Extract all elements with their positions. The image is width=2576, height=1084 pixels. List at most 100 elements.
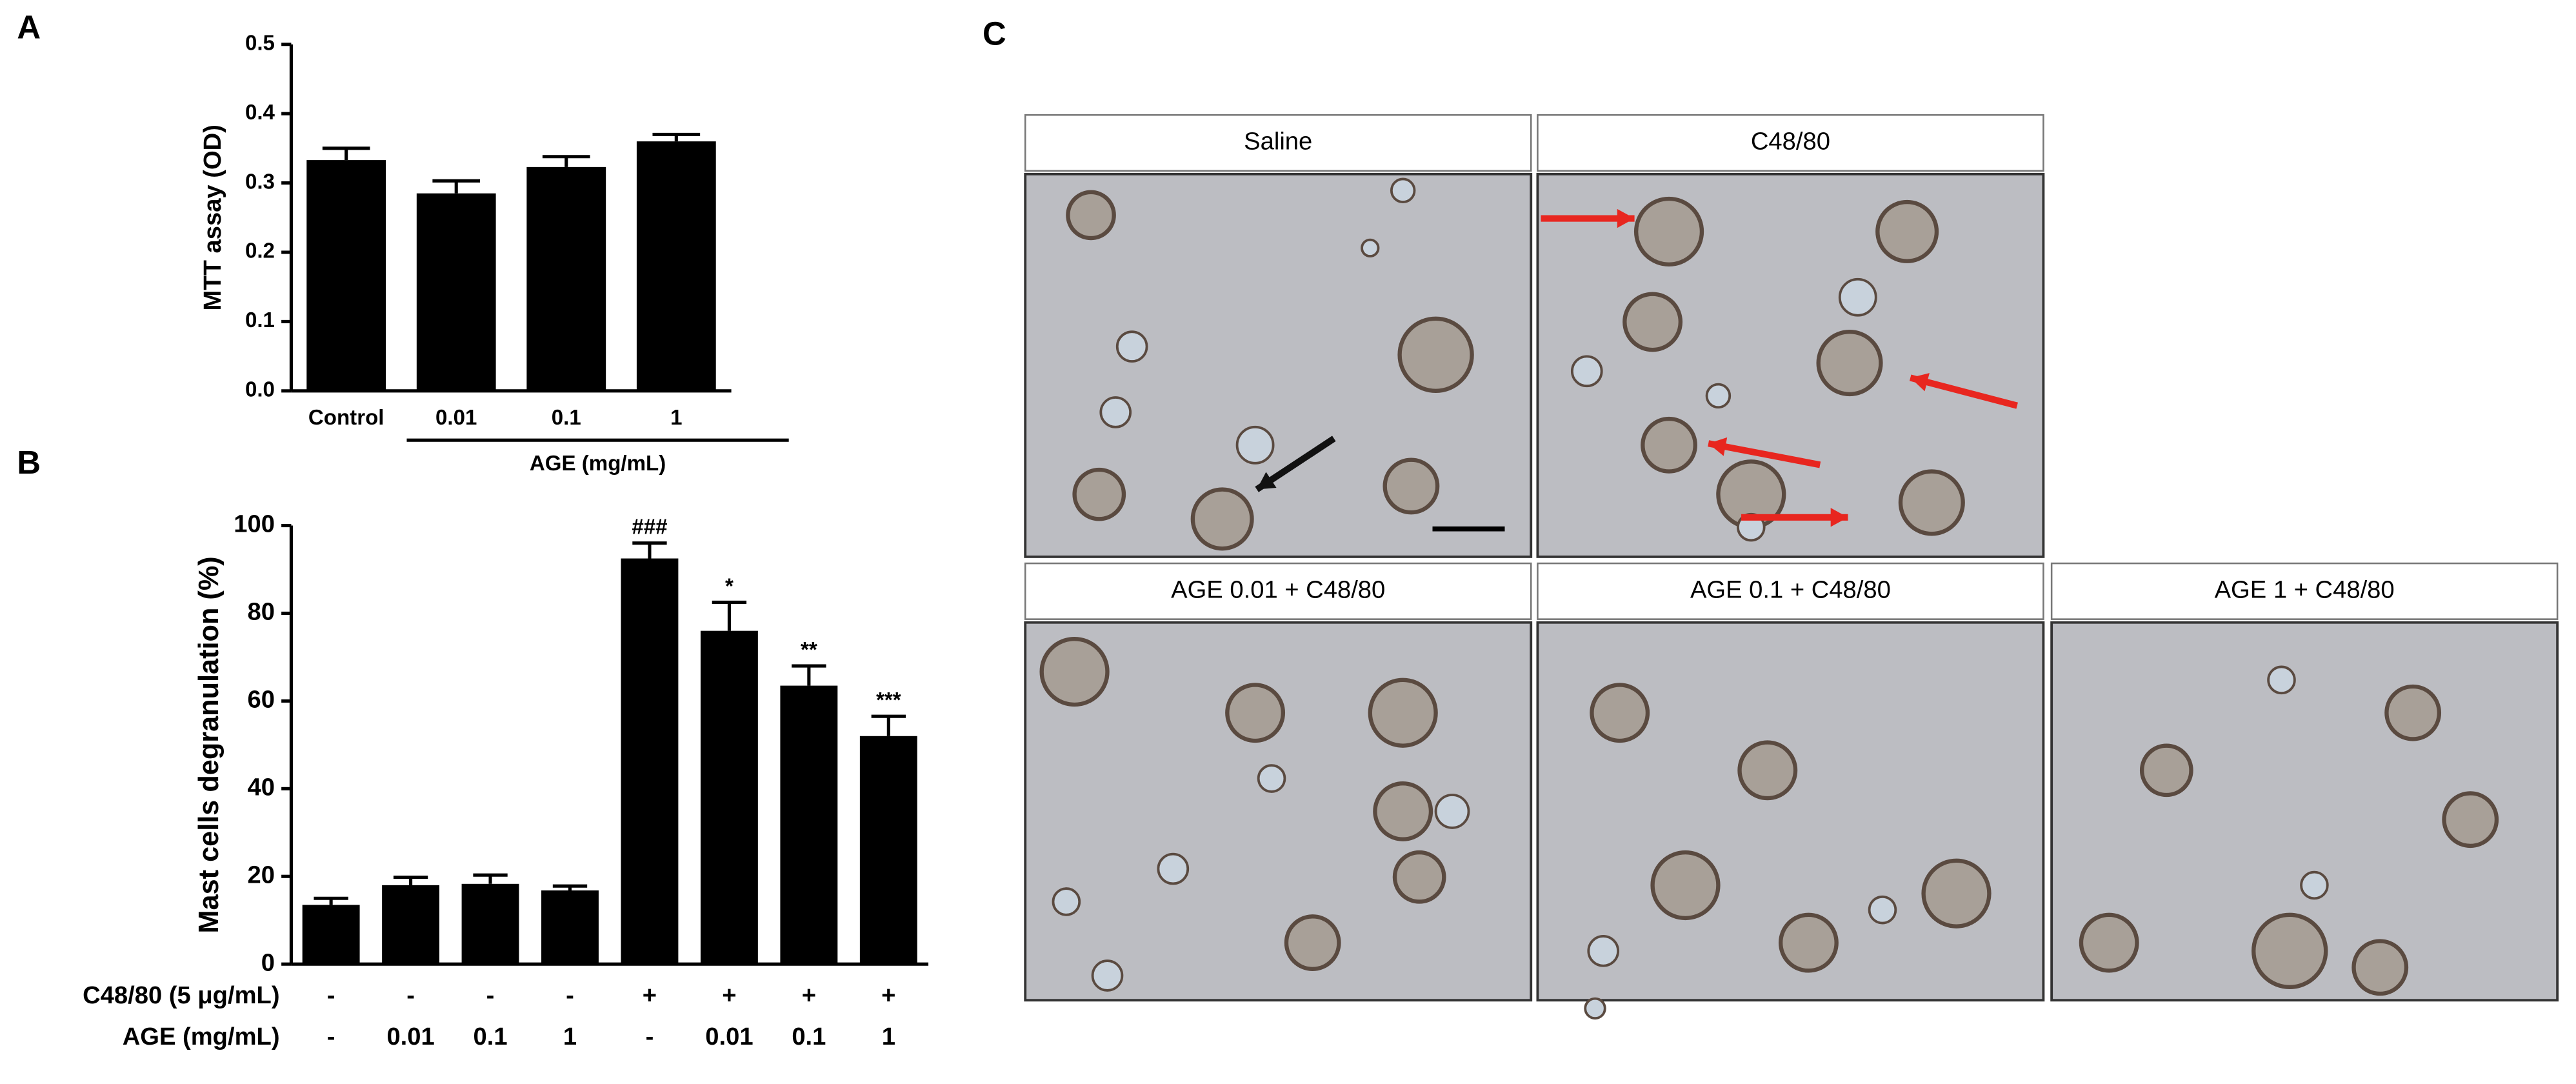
bar (526, 166, 606, 391)
bar (416, 193, 496, 391)
cell (1284, 914, 1341, 971)
cell (1570, 355, 1603, 388)
cell (1257, 764, 1286, 793)
cell (1633, 196, 1704, 266)
row-value: + (802, 981, 816, 1009)
cell (1737, 740, 1798, 801)
cell (1650, 850, 1721, 921)
cell (1373, 781, 1433, 841)
cell (1091, 959, 1124, 992)
row-value: 1 (882, 1023, 895, 1050)
arrow-head (1910, 373, 1930, 392)
significance-label: ** (801, 638, 817, 662)
arrow-head (1830, 508, 1848, 527)
panel-label: B (17, 444, 41, 481)
row-value: - (486, 981, 495, 1009)
row-value: + (881, 981, 895, 1009)
row-value: + (722, 981, 736, 1009)
row-label: AGE (mg/mL) (123, 1023, 280, 1050)
y-axis-label: Mast cells degranulation (%) (194, 556, 225, 933)
error-bar (652, 132, 701, 142)
cell (2252, 912, 2328, 989)
arrow-head (1617, 208, 1635, 228)
bar (700, 630, 758, 965)
error-bar (792, 664, 826, 686)
row-label: C48/80 (5 μg/mL) (83, 981, 280, 1009)
x-tick-label: 0.01 (435, 406, 477, 430)
y-tick-label: 0.2 (245, 239, 275, 263)
y-tick-label: 0.4 (245, 101, 275, 125)
cell (1225, 683, 1286, 743)
y-tick-label: 0 (261, 949, 275, 976)
cell (1190, 487, 1254, 551)
panel-header (1024, 114, 1532, 172)
x-tick-label: 0.1 (552, 406, 581, 430)
cell (2079, 912, 2139, 973)
cell (1778, 912, 1839, 973)
bar (461, 883, 519, 965)
panel-header (1024, 562, 1532, 620)
row-value: 0.1 (792, 1023, 826, 1050)
cell (1390, 177, 1416, 203)
y-tick-label: 60 (247, 685, 274, 713)
error-bar (432, 179, 481, 194)
arrow-head (1257, 472, 1277, 490)
cell (1066, 190, 1116, 241)
row-value: - (327, 1023, 335, 1050)
cell (1587, 935, 1620, 967)
cell (1838, 277, 1877, 317)
cell (1622, 292, 1683, 352)
cell (1584, 997, 1606, 1020)
error-bar (712, 600, 747, 631)
y-axis-label: MTT assay (OD) (199, 125, 226, 310)
cell (2300, 870, 2329, 900)
row-value: - (646, 1023, 654, 1050)
bar (636, 141, 716, 391)
significance-label: ### (632, 516, 667, 539)
cell (2267, 665, 2296, 695)
y-tick-label: 0.3 (245, 170, 275, 194)
row-value: 0.1 (474, 1023, 508, 1050)
y-tick-label: 80 (247, 598, 274, 626)
row-value: - (566, 981, 574, 1009)
cell (1072, 467, 1126, 521)
y-tick-label: 0.1 (245, 308, 275, 332)
panel-label: A (17, 8, 41, 45)
y-tick-label: 0.0 (245, 378, 275, 402)
cell (1641, 416, 1697, 474)
significance-label: * (725, 574, 734, 598)
panel-title: AGE 0.01 + C48/80 (1171, 576, 1385, 603)
cell (2442, 791, 2499, 848)
panel-title: AGE 0.1 + C48/80 (1690, 576, 1891, 603)
cell (1875, 199, 1939, 263)
cell (1039, 636, 1110, 707)
row-value: 0.01 (386, 1023, 434, 1050)
bar (382, 885, 440, 965)
cell (1868, 895, 1897, 925)
arrow (1708, 440, 1821, 468)
cell (2384, 684, 2442, 741)
cell (1898, 469, 1965, 536)
bar (859, 736, 917, 965)
arrow-head (1708, 437, 1728, 456)
error-bar (393, 876, 428, 885)
significance-label: *** (876, 688, 901, 712)
error-bar (632, 541, 667, 559)
panel-title: AGE 1 + C48/80 (2215, 576, 2395, 603)
cell (1816, 329, 1883, 397)
cell (1383, 457, 1440, 515)
y-tick-label: 40 (247, 773, 274, 801)
error-bar (314, 896, 348, 905)
panel-header (2050, 562, 2559, 620)
cell (1099, 396, 1132, 428)
row-value: - (327, 981, 335, 1009)
cell (1397, 316, 1474, 393)
error-bar (473, 873, 508, 884)
bar (541, 890, 599, 965)
bar (302, 905, 360, 965)
cell (1361, 238, 1380, 257)
arrow (1909, 374, 2018, 409)
error-bar (552, 884, 588, 891)
micrographs: Saline C48/80 AGE 0.01 + C48/80 AGE 0.1 + C… (1024, 114, 2559, 1020)
bar (780, 685, 838, 965)
